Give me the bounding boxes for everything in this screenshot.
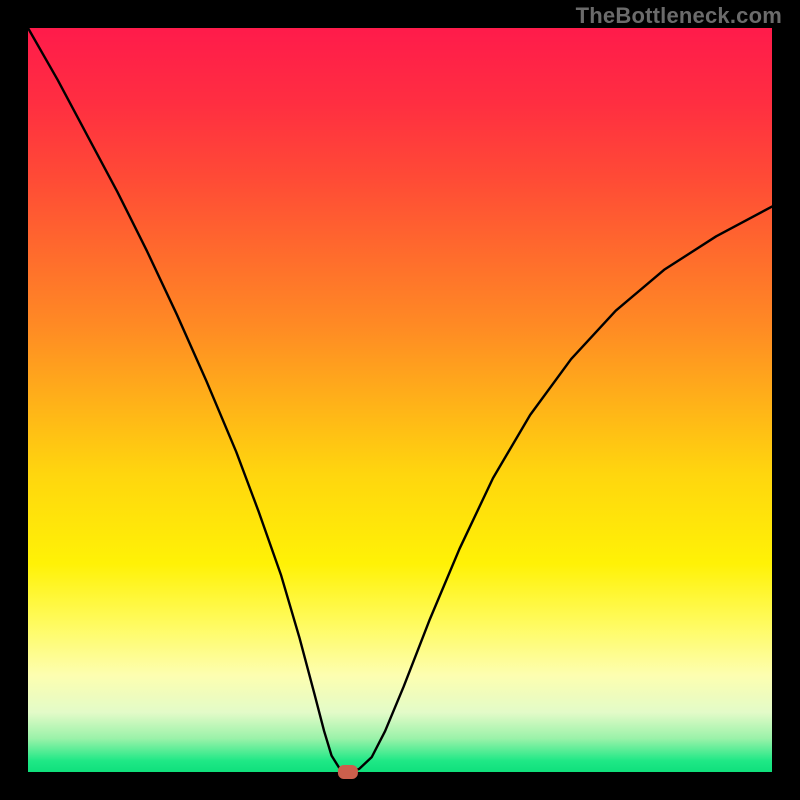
watermark-text: TheBottleneck.com [576, 3, 782, 29]
chart-frame: TheBottleneck.com [0, 0, 800, 800]
optimal-point-marker [338, 765, 358, 779]
plot-background [28, 28, 772, 772]
bottleneck-chart [0, 0, 800, 800]
